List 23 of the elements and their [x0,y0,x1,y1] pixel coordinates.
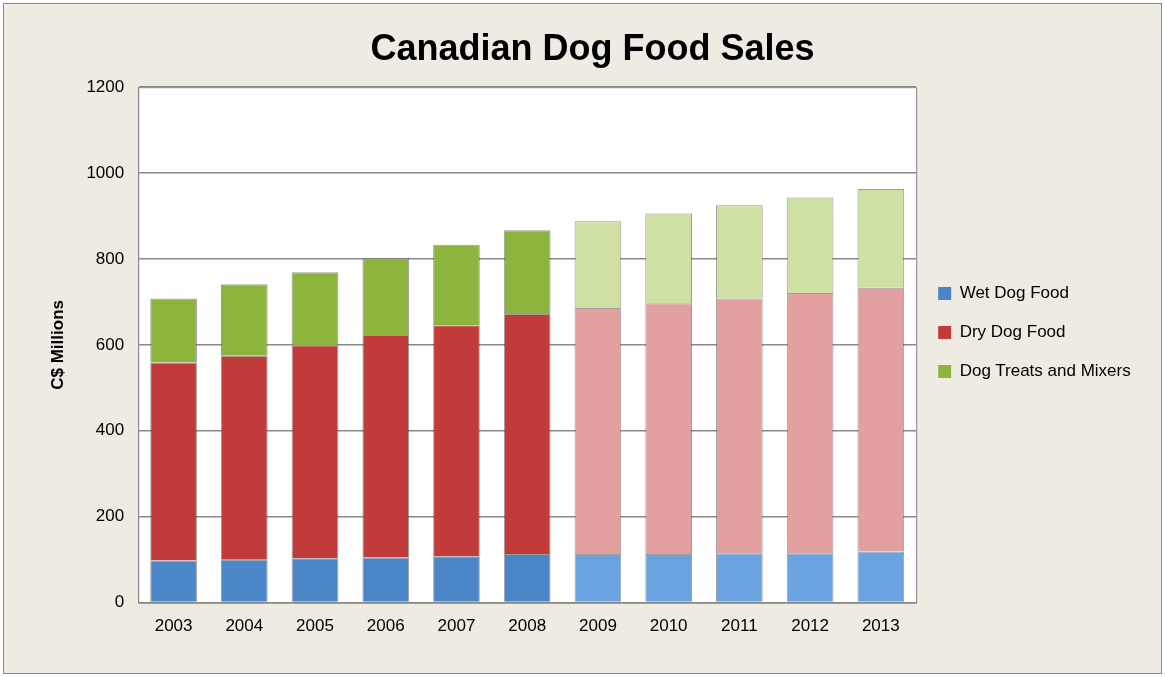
x-tick-label: 2007 [437,616,476,636]
x-tick-label: 2008 [508,616,547,636]
x-tick-label: 2013 [861,616,900,636]
chart-title: Canadian Dog Food Sales [370,26,815,68]
y-tick-label: 800 [95,248,125,268]
x-tick-label: 2006 [366,616,405,636]
legend-label: Dog Treats and Mixers [959,361,1131,381]
x-tick-label: 2010 [649,616,688,636]
y-tick-label: 1200 [86,76,125,96]
legend-label: Dry Dog Food [959,322,1066,342]
y-tick-label: 400 [95,420,125,440]
y-tick-label: 600 [95,334,125,354]
x-tick-label: 2003 [154,616,193,636]
x-tick-label: 2009 [579,616,617,636]
x-tick-label: 2004 [225,616,264,636]
y-axis-title: C$ Millions [47,300,67,390]
y-tick-label: 1000 [86,162,125,182]
x-tick-label: 2012 [791,616,830,636]
y-tick-label: 200 [95,506,125,526]
x-tick-label: 2005 [296,616,334,636]
y-tick-label: 0 [114,592,125,612]
legend-label: Wet Dog Food [959,283,1069,303]
x-tick-label: 2011 [721,616,758,636]
